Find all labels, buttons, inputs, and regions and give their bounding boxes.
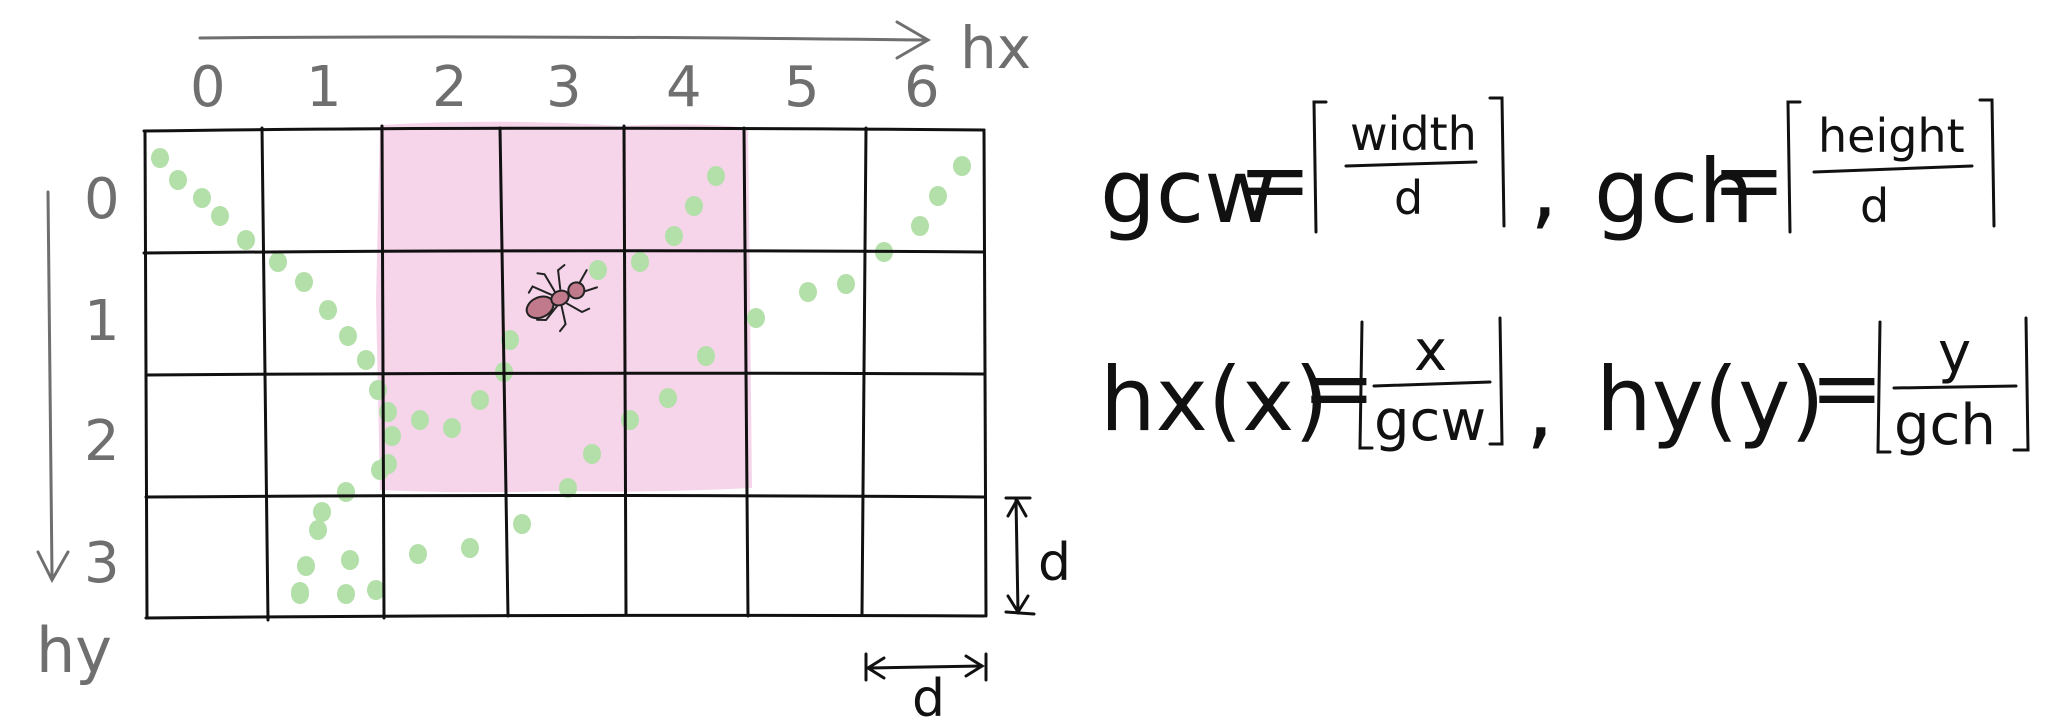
- formula-separator-2: ,: [1526, 356, 1554, 459]
- formula-gch: gch = height d: [1594, 98, 1996, 243]
- ant-icon: [525, 264, 598, 333]
- formula-separator-1: ,: [1530, 136, 1558, 239]
- formula-hy-eq: =: [1810, 336, 1884, 439]
- formula-gcw: gcw = width d: [1100, 96, 1506, 243]
- x-tick-5: 5: [784, 55, 820, 120]
- formula-hy-denominator: gch: [1894, 393, 1996, 458]
- formula-hx: hx(x) = x gcw: [1100, 316, 1504, 454]
- formula-gcw-lhs: gcw: [1100, 140, 1276, 243]
- highlight-region: [376, 121, 752, 493]
- formula-gcw-denominator: d: [1394, 171, 1423, 225]
- formula-hx-numerator: x: [1414, 319, 1447, 384]
- y-tick-3: 3: [84, 531, 120, 596]
- formula-gcw-numerator: width: [1350, 107, 1477, 161]
- dimension-horizontal: [864, 652, 988, 682]
- formula-hy-lhs: hy(y): [1596, 348, 1825, 451]
- formula-hy: hy(y) = y gch: [1596, 316, 2030, 458]
- y-axis-arrow: [36, 190, 70, 584]
- formula-hx-lhs: hx(x): [1100, 348, 1329, 451]
- x-tick-1: 1: [306, 55, 342, 120]
- dimension-label-horizontal: d: [912, 669, 945, 728]
- formula-hx-denominator: gcw: [1374, 389, 1486, 454]
- x-tick-labels: 0 1 2 3 4 5 6: [190, 55, 940, 120]
- formula-gch-eq: =: [1712, 128, 1786, 231]
- y-axis-label: hy: [36, 614, 112, 687]
- formula-gch-numerator: height: [1818, 109, 1965, 163]
- x-axis-label: hx: [960, 14, 1031, 82]
- formula-hx-eq: =: [1302, 336, 1376, 439]
- formula-hy-numerator: y: [1938, 321, 1971, 386]
- formula-gch-lhs: gch: [1594, 140, 1754, 243]
- dimension-label-vertical: d: [1038, 533, 1071, 593]
- y-tick-2: 2: [84, 409, 120, 474]
- y-tick-0: 0: [84, 167, 120, 232]
- formula-gcw-eq: =: [1238, 128, 1312, 231]
- x-axis-arrow: [198, 20, 931, 60]
- x-tick-0: 0: [190, 55, 226, 120]
- dimension-vertical: [1004, 496, 1036, 616]
- x-tick-4: 4: [666, 55, 702, 120]
- x-tick-6: 6: [904, 55, 940, 120]
- formula-gch-denominator: d: [1860, 179, 1889, 233]
- y-tick-labels: 0 1 2 3: [84, 167, 120, 596]
- y-tick-1: 1: [84, 289, 120, 354]
- grid: [142, 124, 988, 622]
- x-tick-2: 2: [432, 55, 468, 120]
- x-tick-3: 3: [546, 55, 582, 120]
